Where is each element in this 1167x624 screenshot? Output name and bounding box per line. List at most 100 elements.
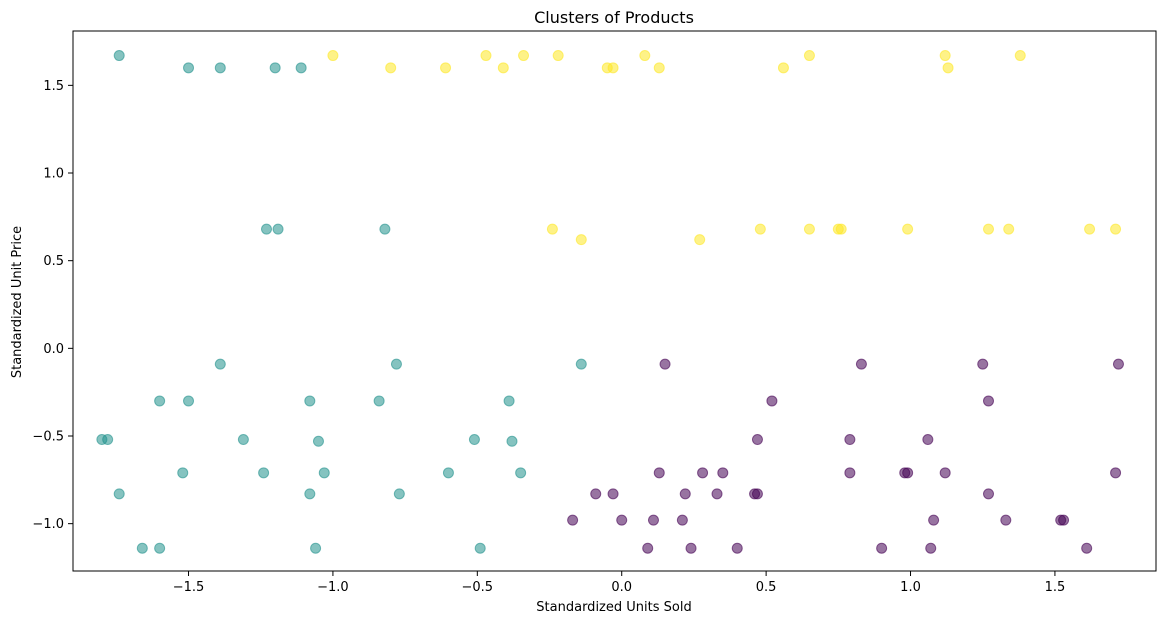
data-point [310, 542, 322, 554]
data-point [567, 514, 579, 526]
data-point [318, 467, 330, 479]
data-point [1081, 542, 1093, 554]
data-point [590, 488, 602, 500]
data-point [607, 62, 619, 74]
data-point [136, 542, 148, 554]
y-axis-label: Standardized Unit Price [10, 226, 25, 378]
data-point [379, 223, 391, 235]
data-point [607, 488, 619, 500]
data-point [304, 395, 316, 407]
data-point [1110, 467, 1122, 479]
data-point [711, 488, 723, 500]
data-point [902, 467, 914, 479]
data-point [835, 223, 847, 235]
data-point [272, 223, 284, 235]
y-tick-label: −1.0 [32, 517, 64, 532]
data-point [269, 62, 281, 74]
data-point [876, 542, 888, 554]
x-tick-label: −1.5 [173, 580, 205, 595]
data-point [766, 395, 778, 407]
x-tick-label: 1.0 [900, 580, 921, 595]
x-tick-label: 1.5 [1045, 580, 1066, 595]
data-point [717, 467, 729, 479]
data-point [653, 467, 665, 479]
data-point [183, 62, 195, 74]
data-point [803, 223, 815, 235]
data-point [679, 488, 691, 500]
x-tick-label: 0.0 [611, 580, 632, 595]
data-point [214, 62, 226, 74]
data-point [474, 542, 486, 554]
points-layer [96, 50, 1124, 554]
data-point [977, 358, 989, 370]
axes-layer: −1.5 −1.0 −0.5 0.0 0.5 1.0 1.5 −1.0 −0.5 0.0 0.5 1.… [32, 30, 1157, 595]
data-point [312, 435, 324, 447]
data-point [177, 467, 189, 479]
data-point [659, 358, 671, 370]
data-point [1014, 50, 1026, 62]
y-tick-label: −0.5 [32, 430, 64, 445]
data-point [1000, 514, 1012, 526]
data-point [480, 50, 492, 62]
data-point [694, 234, 706, 246]
data-point [1084, 223, 1096, 235]
data-point [154, 395, 166, 407]
data-point [237, 434, 249, 446]
data-point [855, 358, 867, 370]
data-point [642, 542, 654, 554]
data-point [214, 358, 226, 370]
data-point [939, 50, 951, 62]
y-tick-label: 1.0 [43, 167, 64, 182]
data-point [113, 488, 125, 500]
data-point [515, 467, 527, 479]
data-point [575, 234, 587, 246]
data-point [113, 50, 125, 62]
data-point [304, 488, 316, 500]
data-point [102, 434, 114, 446]
data-point [983, 395, 994, 407]
data-point [653, 62, 665, 74]
data-point [925, 542, 937, 554]
data-point [844, 434, 856, 446]
data-point [685, 542, 697, 554]
data-point [754, 223, 766, 235]
data-point [928, 514, 940, 526]
data-point [497, 62, 509, 74]
data-point [983, 223, 994, 235]
data-point [154, 542, 166, 554]
data-point [803, 50, 815, 62]
data-point [1058, 514, 1070, 526]
y-tick-label: 1.5 [43, 79, 64, 94]
data-point [393, 488, 405, 500]
data-point [258, 467, 270, 479]
x-tick-label: −0.5 [462, 580, 494, 595]
chart-title: Clusters of Products [534, 8, 694, 27]
data-point [647, 514, 659, 526]
data-point [183, 395, 195, 407]
data-point [575, 358, 587, 370]
data-point [503, 395, 515, 407]
data-point [327, 50, 339, 62]
data-point [261, 223, 272, 235]
data-point [639, 50, 651, 62]
data-point [440, 62, 452, 74]
data-point [983, 488, 994, 500]
data-point [616, 514, 628, 526]
data-point [942, 62, 954, 74]
x-tick-label: −1.0 [317, 580, 349, 595]
y-tick-label: 0.0 [43, 342, 64, 357]
data-point [373, 395, 385, 407]
data-point [777, 62, 789, 74]
data-point [676, 514, 688, 526]
plot-frame [72, 30, 1157, 572]
data-point [902, 223, 914, 235]
data-point [518, 50, 530, 62]
data-point [751, 434, 763, 446]
data-point [939, 467, 951, 479]
y-tick-label: 0.5 [43, 254, 64, 269]
data-point [385, 62, 397, 74]
data-point [751, 488, 763, 500]
data-point [844, 467, 856, 479]
data-point [1112, 358, 1124, 370]
